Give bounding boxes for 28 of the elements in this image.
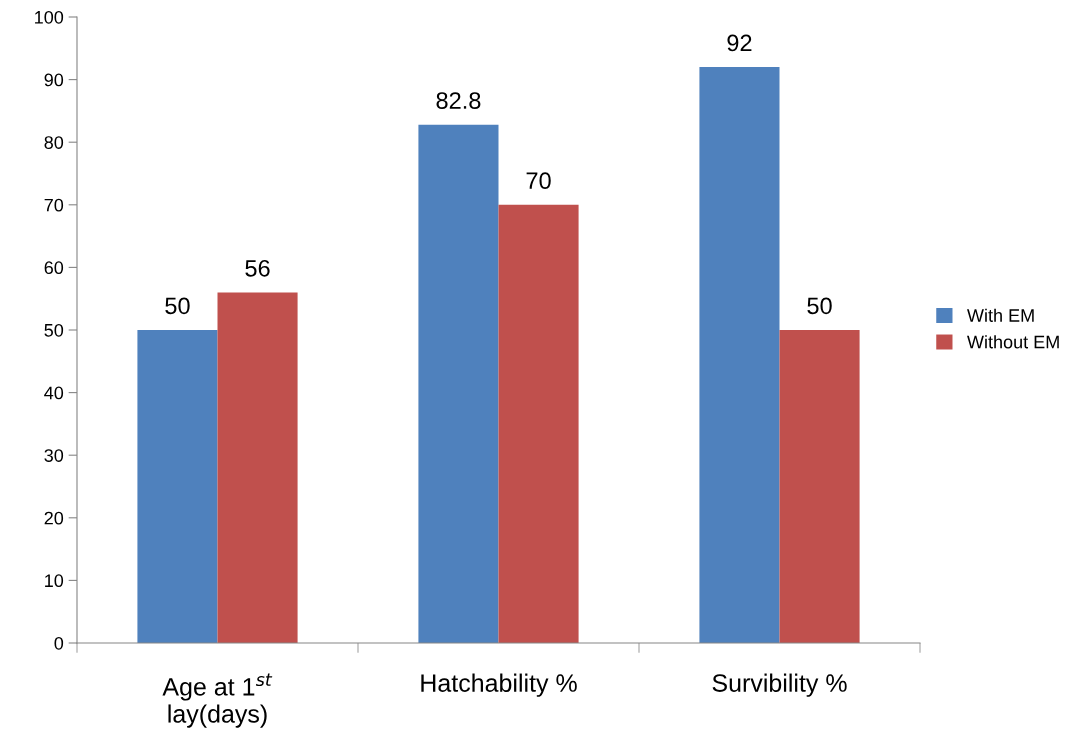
y-tick-label: 90 [44, 73, 64, 87]
y-tick-label: 80 [44, 136, 64, 149]
y-tick-label: 100 [35, 10, 64, 24]
y-tick-label: 60 [44, 261, 64, 275]
data-label: 56 [245, 259, 270, 277]
bar [418, 124, 499, 643]
legend-label: Without EM [967, 335, 1059, 349]
x-tick-label: Age at 1$^{st}$ lay(days) [162, 673, 273, 728]
bar [217, 292, 298, 643]
data-label: 70 [526, 172, 551, 190]
bar [699, 67, 780, 643]
x-tick-label: Hatchability % [421, 673, 577, 697]
data-label: 82.8 [436, 92, 481, 109]
bar [498, 204, 579, 643]
data-label: 50 [165, 297, 190, 315]
y-tick-label: 0 [54, 636, 64, 650]
y-tick-label: 40 [44, 386, 64, 400]
bar [779, 330, 860, 643]
y-tick-label: 70 [44, 198, 64, 212]
data-label: 92 [727, 34, 752, 52]
bar [137, 330, 218, 643]
x-tick-label: Survibility % [712, 673, 847, 697]
legend-label: With EM [967, 308, 1034, 322]
y-tick-label: 10 [45, 574, 64, 588]
y-tick-label: 50 [44, 323, 64, 337]
data-label: 50 [807, 297, 832, 315]
y-tick-label: 20 [44, 511, 64, 525]
y-tick-label: 30 [44, 449, 64, 462]
